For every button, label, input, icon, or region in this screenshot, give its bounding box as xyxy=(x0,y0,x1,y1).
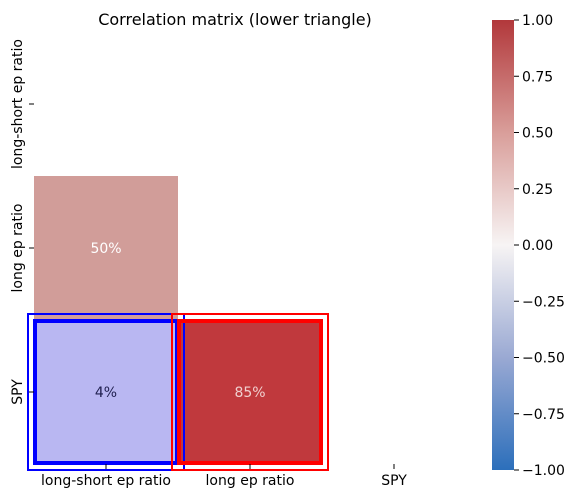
highlight-box-outer-1 xyxy=(171,313,329,471)
heatmap-cells xyxy=(34,176,322,464)
highlight-box-outer-0 xyxy=(27,313,185,471)
colorbar-tick-label: 0.75 xyxy=(522,69,553,85)
y-tick-label-spy: SPY xyxy=(10,379,26,405)
y-tick-label-long-ep-ratio: long ep ratio xyxy=(10,204,26,293)
cell-value-label: 85% xyxy=(234,385,265,401)
colorbar-tick-label: 0.25 xyxy=(522,182,553,198)
heatmap-cell-2-1 xyxy=(178,320,322,464)
chart-title: Correlation matrix (lower triangle) xyxy=(98,10,372,29)
highlight-box-inner-1 xyxy=(177,319,323,465)
colorbar-tick-label: −0.50 xyxy=(522,351,565,367)
colorbar-tick-label: 0.50 xyxy=(522,126,553,142)
colorbar-tick-label: −1.00 xyxy=(522,463,565,479)
colorbar-tick-label: 0.00 xyxy=(522,238,553,254)
x-tick-label-long-ep-ratio: long ep ratio xyxy=(206,473,295,489)
y-axis: long-short ep ratio long ep ratio SPY xyxy=(10,39,34,405)
x-tick-label-spy: SPY xyxy=(381,473,407,489)
heatmap-cell-1-0 xyxy=(34,176,178,320)
colorbar-scale xyxy=(492,20,514,470)
colorbar-tick-label: −0.75 xyxy=(522,407,565,423)
colorbar: 1.00 0.75 0.50 0.25 0.00 −0.25 −0.50 −0.75 −1.00 xyxy=(492,13,565,479)
heatmap-cell-labels: 50% 4% 85% xyxy=(90,241,265,401)
x-axis: long-short ep ratio long ep ratio SPY xyxy=(41,464,407,489)
y-tick-label-long-short-ep-ratio: long-short ep ratio xyxy=(10,39,26,169)
x-tick-label-long-short-ep-ratio: long-short ep ratio xyxy=(41,473,171,489)
cell-value-label: 50% xyxy=(90,241,121,257)
colorbar-tick-label: −0.25 xyxy=(522,294,565,310)
heatmap-cell-2-0 xyxy=(34,320,178,464)
colorbar-ticks: 1.00 0.75 0.50 0.25 0.00 −0.25 −0.50 −0.75 −1.00 xyxy=(514,13,565,479)
colorbar-tick-label: 1.00 xyxy=(522,13,553,29)
highlight-boxes xyxy=(27,313,329,471)
cell-value-label: 4% xyxy=(95,385,117,401)
